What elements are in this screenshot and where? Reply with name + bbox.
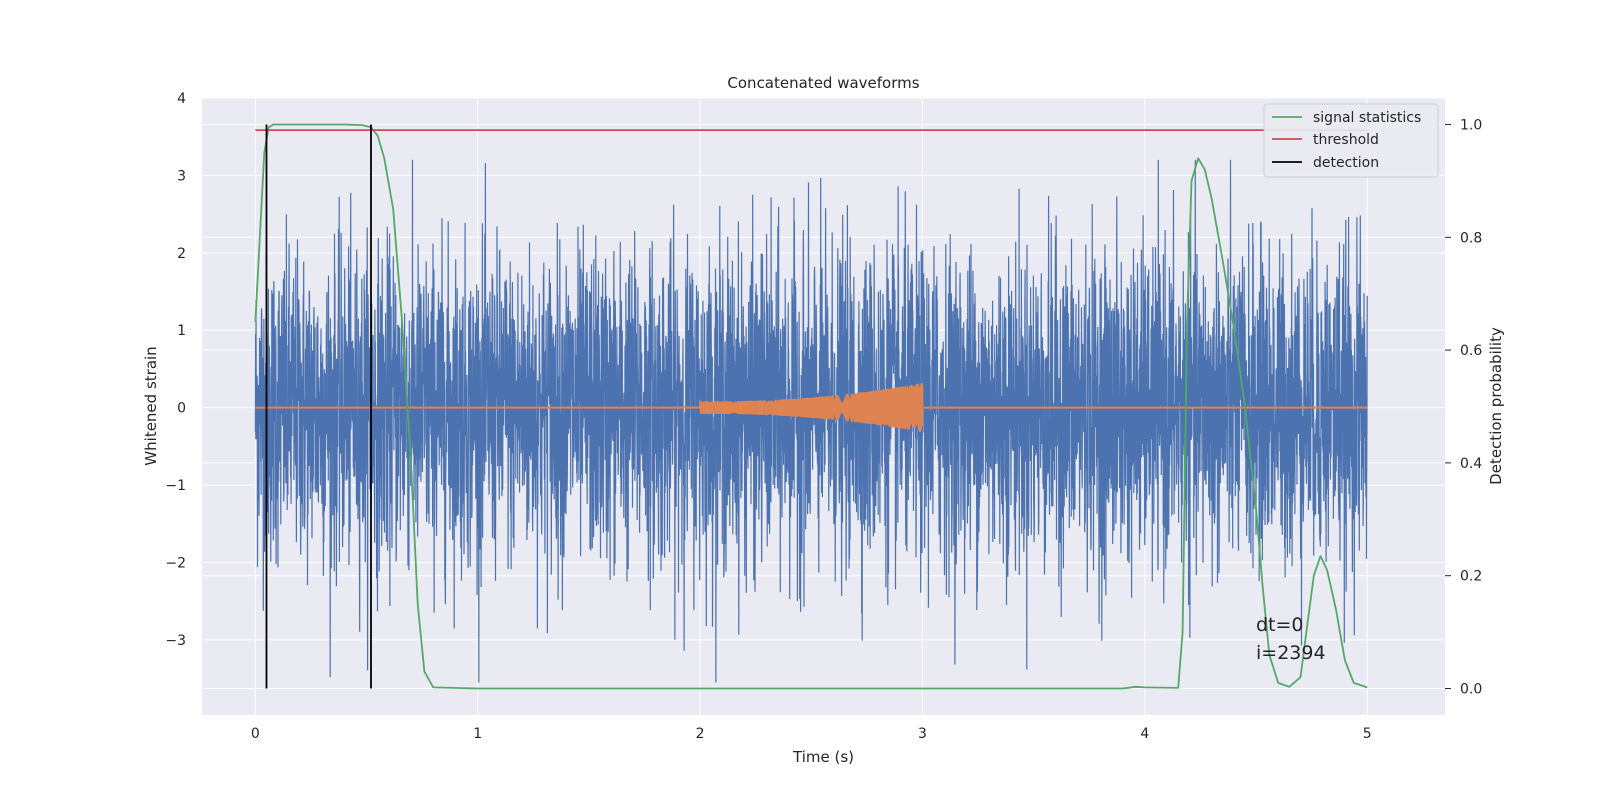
y-axis-label: Whitened strain	[142, 346, 160, 465]
y-tick-label: 2	[177, 246, 186, 262]
y2-tick-label: 0.0	[1460, 681, 1482, 697]
annotation-dt: dt=0	[1256, 614, 1304, 636]
legend-label-threshold: threshold	[1313, 132, 1379, 148]
y2-tick-label: 0.6	[1460, 343, 1482, 359]
legend-label-detection: detection	[1313, 155, 1379, 171]
x-tick-label: 0	[251, 726, 260, 742]
x-tick-label: 2	[696, 726, 705, 742]
y-tick-label: 0	[177, 401, 186, 417]
y-tick-label: 1	[177, 323, 186, 339]
probability-layer	[254, 123, 1368, 690]
strain-noise-line	[254, 159, 1368, 683]
x-tick-label: 3	[918, 726, 927, 742]
injected-signal-line	[255, 383, 1368, 433]
y2-tick-label: 1.0	[1460, 118, 1482, 134]
strain-noise-layer	[254, 159, 1368, 683]
signal-statistics-line	[254, 123, 1368, 690]
legend-label-signal-statistics: signal statistics	[1313, 110, 1421, 126]
y2-axis-label: Detection probability	[1487, 327, 1505, 485]
injected-signal-layer	[255, 383, 1368, 433]
annotation-index: i=2394	[1256, 642, 1326, 664]
chart-title: Concatenated waveforms	[727, 74, 919, 92]
y-tick-label: 4	[177, 91, 186, 107]
y2-tick-label: 0.8	[1460, 230, 1482, 246]
y-tick-label: −2	[165, 555, 186, 571]
x-tick-label: 4	[1140, 726, 1149, 742]
y-tick-label: 3	[177, 168, 186, 184]
y-tick-label: −1	[165, 478, 186, 494]
legend-box	[1263, 103, 1439, 178]
x-tick-label: 5	[1363, 726, 1372, 742]
x-axis-label: Time (s)	[792, 748, 854, 766]
legend: signal statistics threshold detection	[1263, 103, 1439, 178]
x-tick-label: 1	[473, 726, 482, 742]
y2-tick-label: 0.2	[1460, 569, 1482, 585]
y-tick-label: −3	[165, 633, 186, 649]
axis-ticks: 0 1 2 3 4 5 4 3 2 1 0 −1 −2 −3 1.0 0.8 0.6 0.4 0.2 0.0	[165, 91, 1482, 742]
y2-tick-label: 0.4	[1460, 456, 1482, 472]
